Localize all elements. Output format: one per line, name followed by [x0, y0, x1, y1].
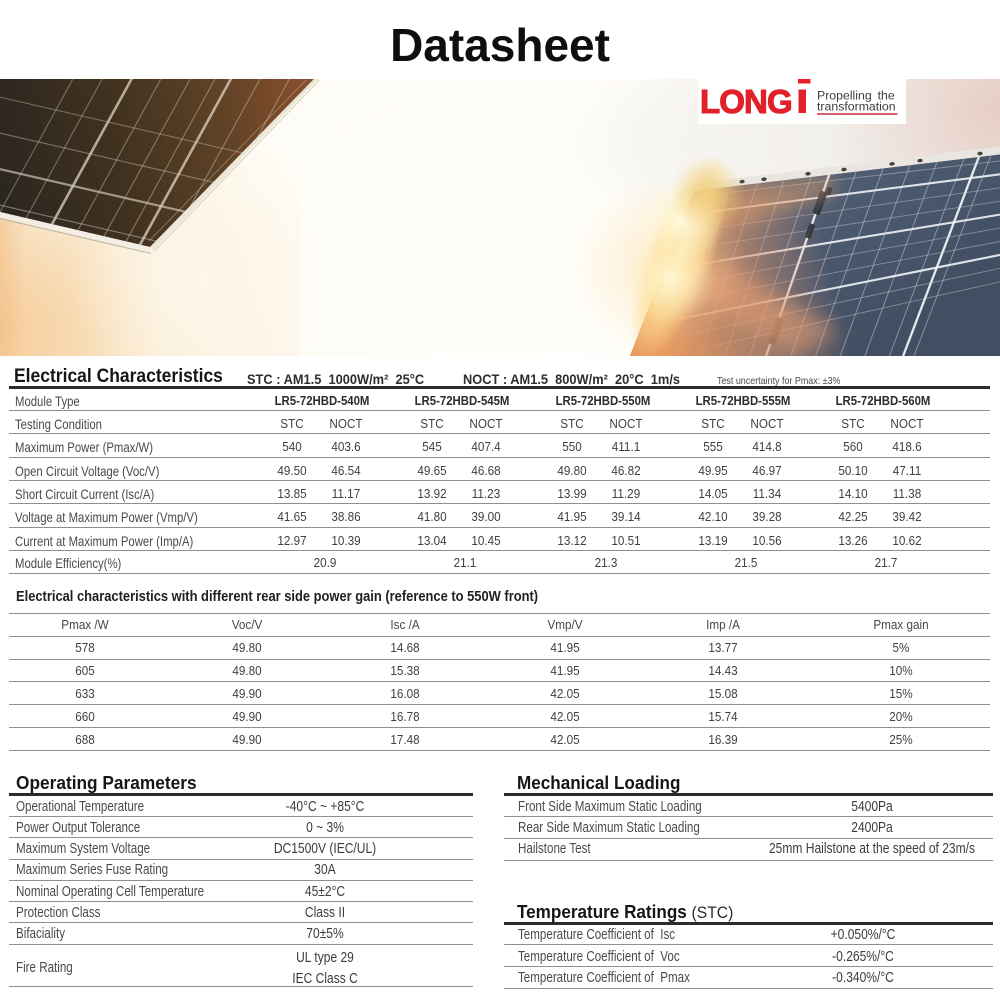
- svg-text:transformation: transformation: [817, 99, 896, 113]
- svg-text:Propelling the: Propelling the: [817, 88, 895, 102]
- svg-text:LONG: LONG: [700, 83, 792, 120]
